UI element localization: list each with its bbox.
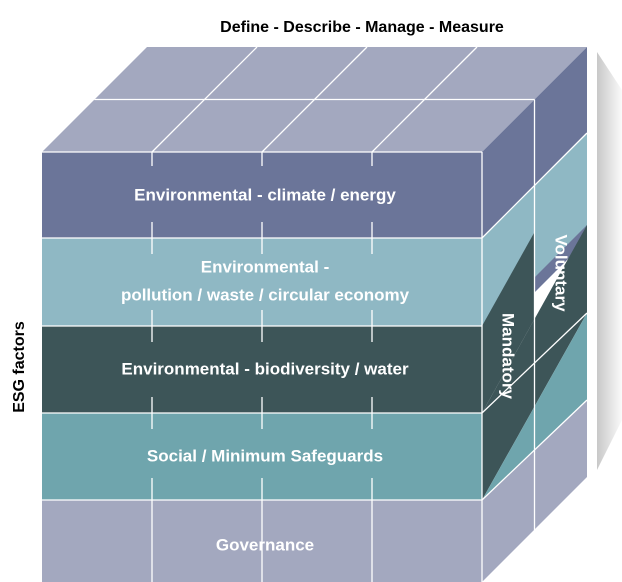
layer-label: Environmental - biodiversity / water <box>121 359 409 378</box>
side-band <box>482 233 534 413</box>
title: Define - Describe - Manage - Measure <box>220 19 504 36</box>
top-grid <box>94 46 535 153</box>
shadow <box>597 52 622 470</box>
layer-label: Environmental - <box>201 257 329 276</box>
layer-label: Environmental - climate / energy <box>134 185 396 204</box>
side-grid <box>481 99 588 530</box>
side-label: Voluntary <box>552 234 571 312</box>
layer-label: pollution / waste / circular economy <box>121 285 410 304</box>
layer-label: Social / Minimum Safeguards <box>147 446 383 465</box>
layer-label: Governance <box>216 535 314 554</box>
left-label: ESG factors <box>11 321 28 413</box>
side-label: Mandatory <box>499 313 518 400</box>
front-grid <box>42 151 483 582</box>
